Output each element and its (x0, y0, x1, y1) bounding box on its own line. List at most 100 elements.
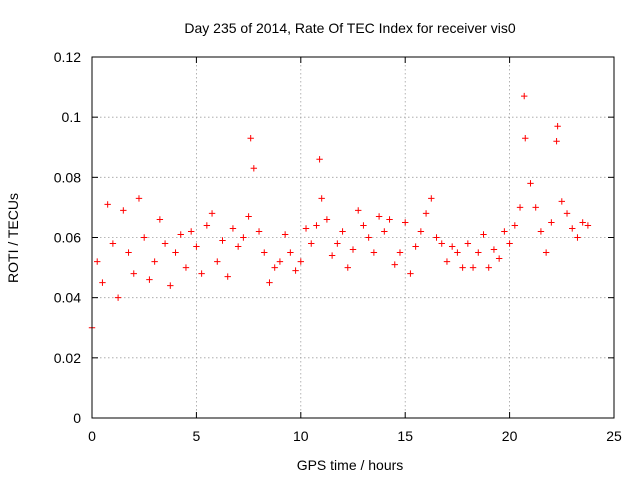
data-point (475, 249, 482, 256)
data-point (125, 249, 132, 256)
data-point (584, 222, 592, 229)
data-point (438, 240, 445, 247)
data-point (506, 240, 513, 247)
y-axis-label: ROTI / TECUs (5, 193, 21, 283)
data-point (495, 255, 503, 262)
data-point (198, 270, 205, 277)
data-point (219, 237, 226, 244)
x-axis-label: GPS time / hours (297, 457, 404, 473)
data-point (203, 222, 211, 229)
data-point (187, 228, 195, 235)
x-tick-label: 0 (88, 428, 96, 444)
data-point (177, 231, 184, 238)
data-point (527, 180, 534, 187)
data-point (396, 249, 404, 256)
data-point (167, 282, 174, 289)
data-point (271, 264, 278, 271)
data-point (114, 294, 122, 301)
data-point (247, 135, 254, 142)
x-tick-label: 20 (502, 428, 518, 444)
data-point (485, 264, 492, 271)
data-point (381, 228, 388, 235)
data-point (532, 204, 539, 211)
data-point (276, 258, 284, 265)
y-tick-label: 0.04 (54, 290, 81, 306)
data-point (480, 231, 487, 238)
data-point (501, 228, 508, 235)
data-point (141, 234, 148, 241)
data-point (156, 216, 164, 223)
y-tick-labels: 0 0.02 0.04 0.06 0.08 0.1 0.12 (54, 49, 81, 426)
data-point (422, 210, 430, 217)
data-point (323, 216, 331, 223)
x-tick-label: 15 (397, 428, 413, 444)
data-point (360, 222, 367, 229)
data-point (130, 270, 137, 277)
data-point (214, 258, 221, 265)
data-point (553, 138, 560, 145)
x-tick-label: 10 (293, 428, 309, 444)
data-points (88, 92, 592, 331)
data-point (417, 228, 425, 235)
data-point (412, 243, 419, 250)
data-point (261, 249, 268, 256)
data-point (569, 225, 576, 232)
data-point (328, 252, 336, 259)
data-point (464, 240, 472, 247)
data-point (516, 204, 524, 211)
data-point (146, 276, 153, 283)
data-point (454, 249, 461, 256)
data-point (302, 225, 310, 232)
data-point (297, 258, 304, 265)
y-tick-label: 0.12 (54, 49, 81, 65)
data-point (318, 195, 325, 202)
y-tick-label: 0.08 (54, 169, 81, 185)
data-point (135, 195, 143, 202)
data-point (522, 135, 529, 142)
x-tick-label: 25 (606, 428, 622, 444)
data-point (255, 228, 263, 235)
data-point (521, 92, 528, 100)
data-point (469, 264, 477, 271)
data-point (172, 249, 179, 256)
data-point (391, 261, 398, 268)
x-tick-labels: 0 5 10 15 20 25 (88, 428, 622, 444)
data-point (224, 273, 231, 280)
data-point (542, 249, 550, 256)
data-point (94, 258, 101, 265)
data-point (574, 234, 581, 241)
data-point (308, 240, 315, 247)
data-point (448, 243, 456, 250)
x-tick-label: 5 (193, 428, 201, 444)
data-point (548, 219, 555, 226)
data-point (339, 228, 346, 235)
data-point (355, 207, 362, 214)
data-point (316, 156, 323, 163)
data-point (182, 264, 190, 271)
data-point (250, 165, 258, 172)
data-point (490, 246, 498, 253)
y-tick-label: 0.1 (62, 109, 82, 125)
data-point (161, 240, 169, 247)
data-point (281, 231, 289, 238)
data-point (402, 219, 409, 226)
data-point (365, 234, 372, 241)
data-point (511, 222, 519, 229)
data-point (443, 258, 451, 265)
data-point (104, 201, 111, 208)
data-point (433, 234, 440, 241)
data-point (334, 240, 341, 247)
axis-ticks (91, 56, 615, 419)
data-point (240, 234, 247, 241)
data-point (193, 243, 200, 250)
grid (92, 57, 614, 418)
data-point (313, 222, 320, 229)
data-point (208, 210, 216, 217)
data-point (375, 213, 383, 220)
data-point (407, 270, 414, 277)
data-point (151, 258, 158, 265)
data-point (109, 240, 117, 247)
data-point (234, 243, 242, 250)
y-tick-label: 0 (73, 410, 81, 426)
